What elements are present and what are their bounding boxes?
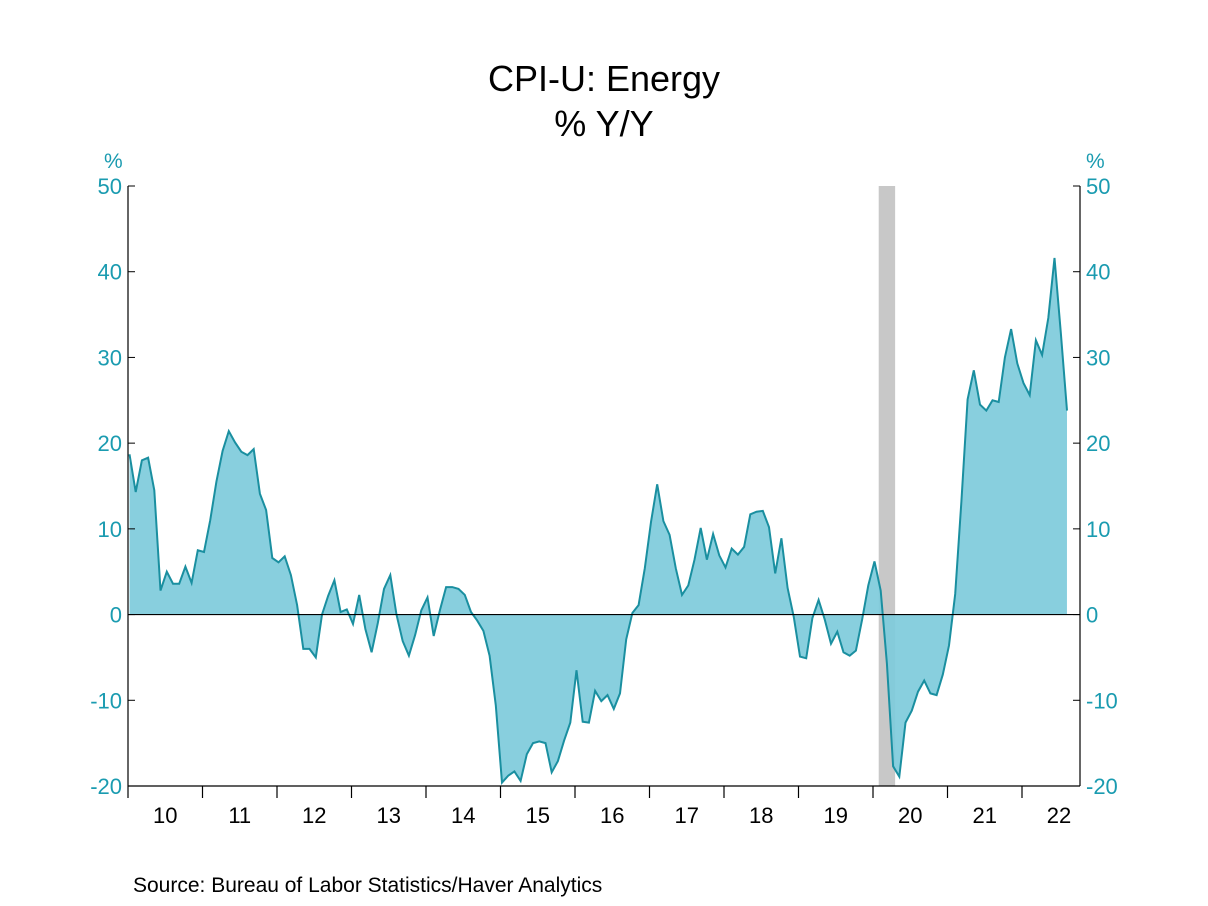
x-tick-label: 13 xyxy=(377,803,401,828)
y-tick-label-left: 30 xyxy=(98,345,122,370)
y-tick-label-left: 0 xyxy=(110,603,122,628)
x-tick-label: 18 xyxy=(749,803,773,828)
y-tick-label-left: 40 xyxy=(98,260,122,285)
x-tick-label: 15 xyxy=(526,803,550,828)
chart-title: CPI-U: Energy xyxy=(487,58,721,99)
x-tick-label: 14 xyxy=(451,803,475,828)
series-line xyxy=(128,257,1068,785)
y-tick-label-right: 40 xyxy=(1086,260,1110,285)
x-tick-label: 11 xyxy=(228,803,251,828)
x-tick-label: 20 xyxy=(898,803,922,828)
x-tick-label: 16 xyxy=(600,803,624,828)
right-axis-unit: % xyxy=(1086,150,1105,173)
x-tick-label: 10 xyxy=(153,803,177,828)
y-tick-label-right: 50 xyxy=(1086,174,1110,199)
series-area xyxy=(129,258,1067,783)
y-tick-label-left: 10 xyxy=(98,517,122,542)
y-tick-label-right: -10 xyxy=(1086,688,1118,713)
left-axis-unit: % xyxy=(104,150,123,173)
source-note: Source: Bureau of Labor Statistics/Haver… xyxy=(133,874,603,897)
x-tick-label: 21 xyxy=(973,803,997,828)
y-tick-label-left: 20 xyxy=(98,431,122,456)
x-tick-label: 22 xyxy=(1047,803,1071,828)
y-tick-label-right: 20 xyxy=(1086,431,1110,456)
y-tick-label-left: -20 xyxy=(90,774,122,799)
y-tick-label-right: 10 xyxy=(1086,517,1110,542)
x-tick-label: 19 xyxy=(824,803,848,828)
y-tick-label-right: 30 xyxy=(1086,345,1110,370)
x-tick-label: 17 xyxy=(675,803,699,828)
y-tick-label-right: -20 xyxy=(1086,774,1118,799)
x-tick-label: 12 xyxy=(302,803,326,828)
y-tick-label-left: -10 xyxy=(90,688,122,713)
y-tick-label-right: 0 xyxy=(1086,603,1098,628)
y-tick-label-left: 50 xyxy=(98,174,122,199)
chart-subtitle: % Y/Y xyxy=(554,103,654,144)
